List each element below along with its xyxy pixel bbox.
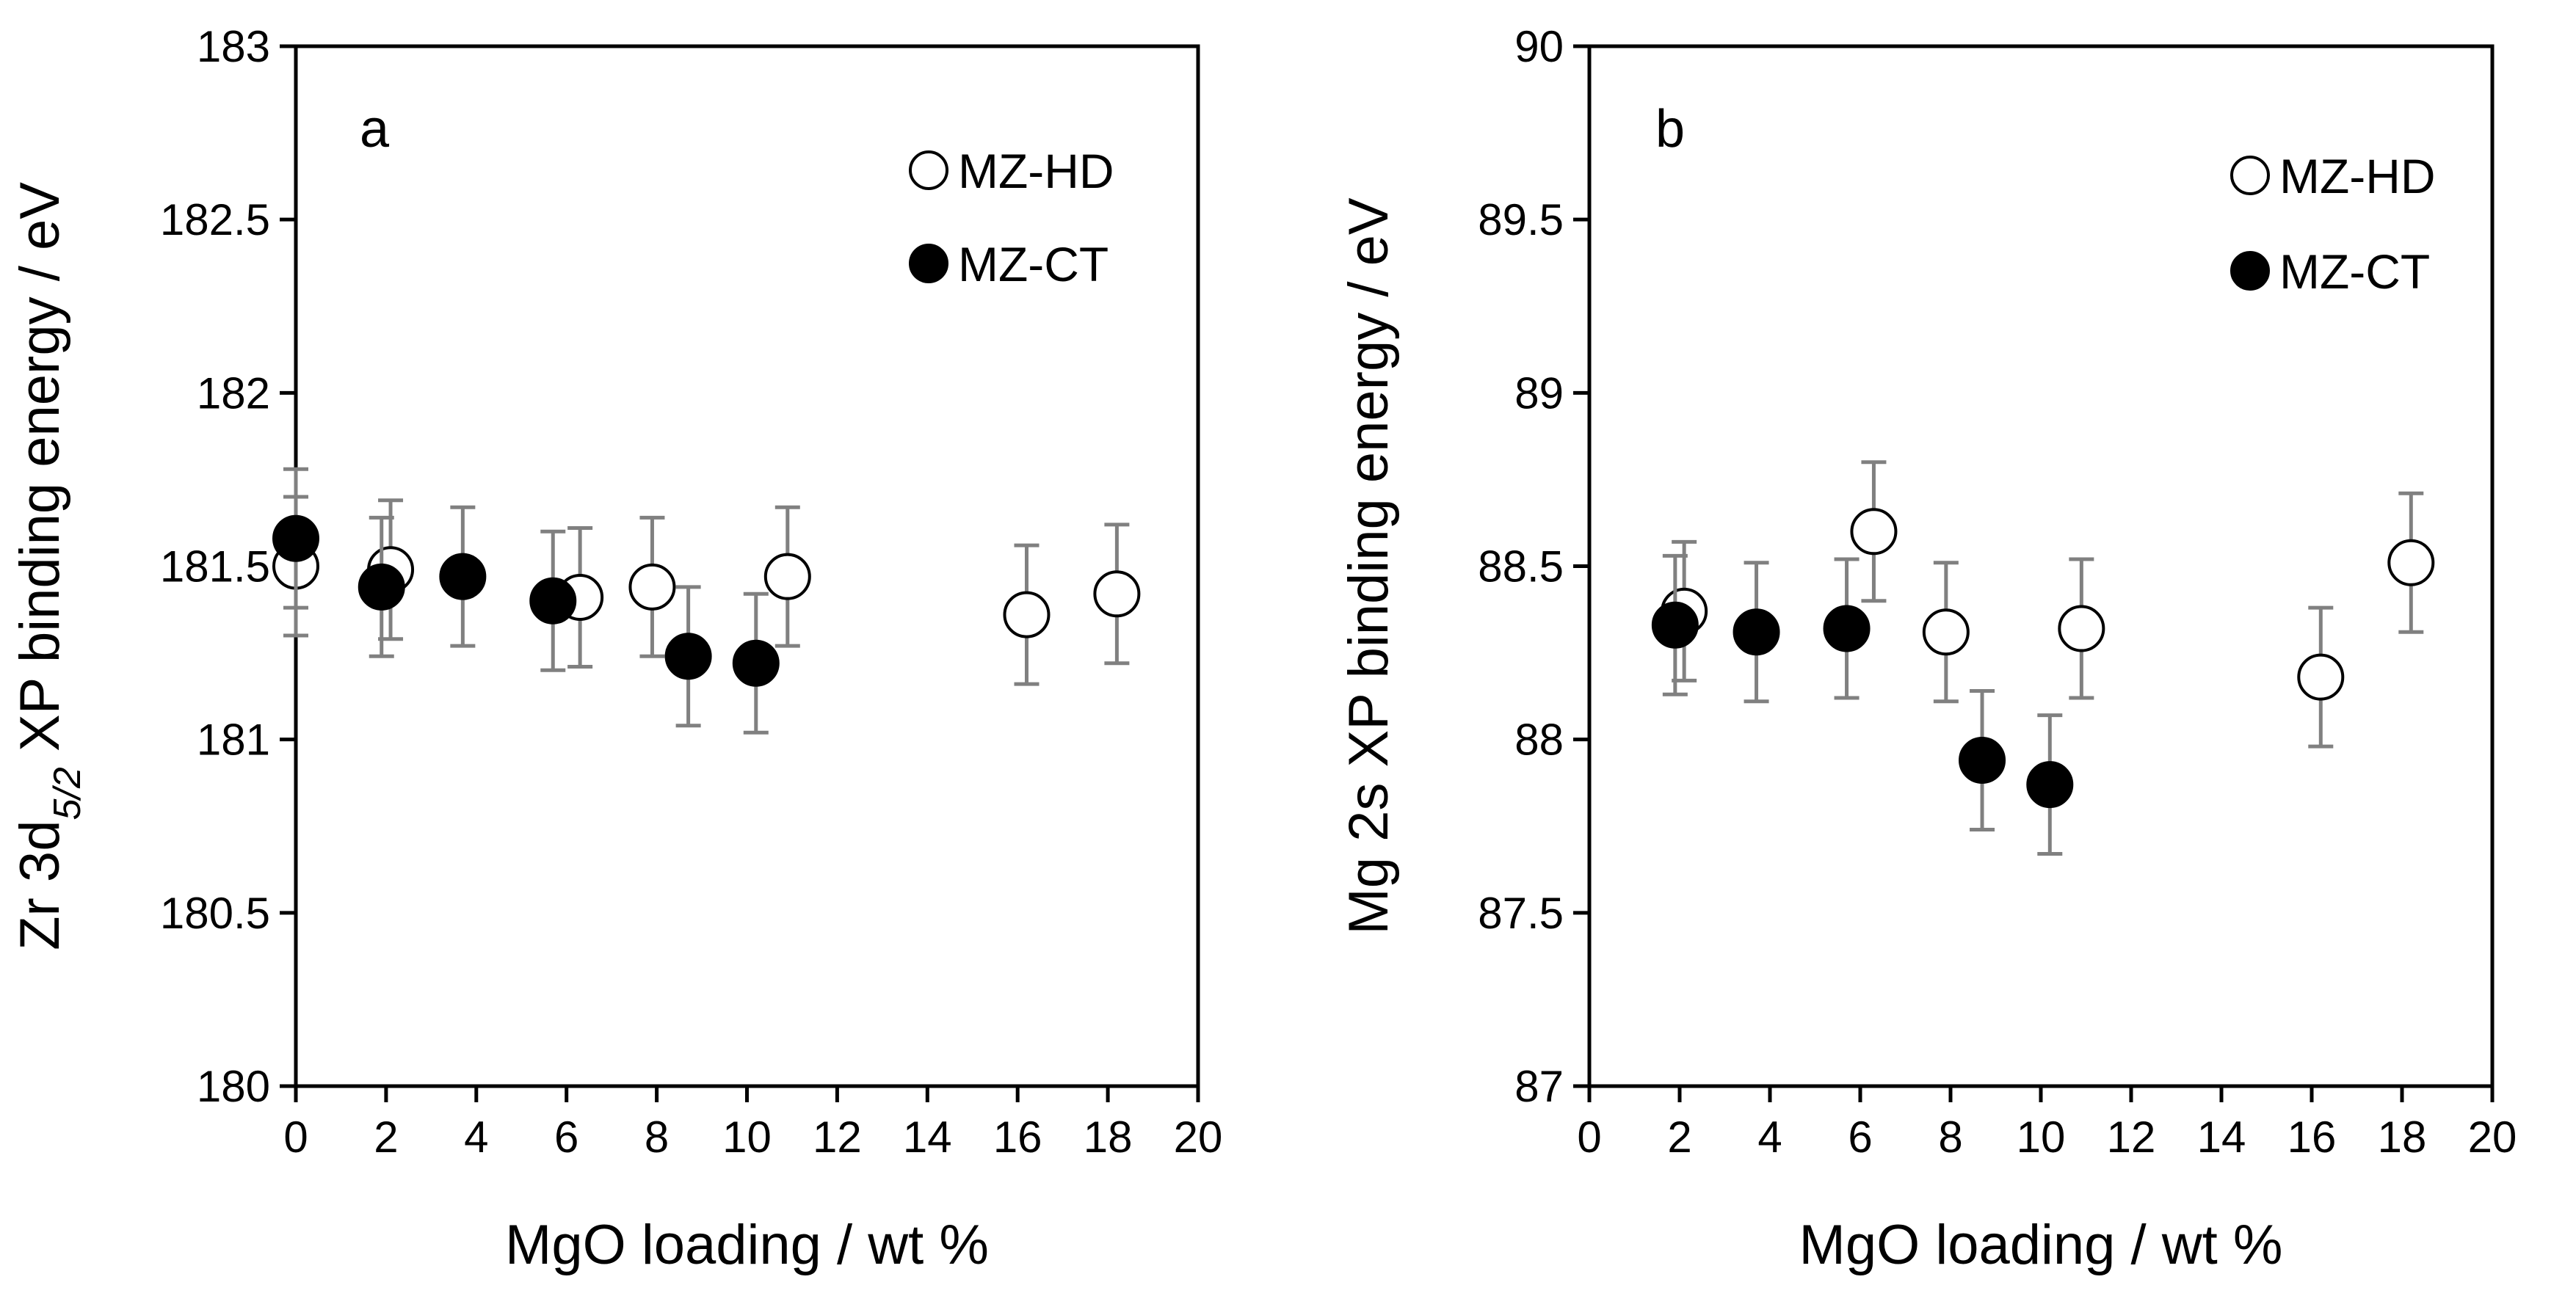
y-tick-label: 181.5 xyxy=(160,542,270,591)
x-tick-label: 18 xyxy=(1084,1113,1133,1162)
x-tick-label: 2 xyxy=(1667,1113,1691,1162)
legend-marker xyxy=(2230,251,2270,291)
legend-label: MZ-CT xyxy=(2279,244,2430,299)
series-mz-ct xyxy=(272,467,780,735)
legend-label: MZ-HD xyxy=(2279,149,2436,203)
x-tick-label: 20 xyxy=(2468,1113,2517,1162)
x-tick-label: 2 xyxy=(374,1113,398,1162)
y-axis-title-prefix: Zr 3d xyxy=(9,820,71,950)
x-tick-label: 14 xyxy=(903,1113,952,1162)
y-tick-label: 90 xyxy=(1514,22,1564,71)
y-tick-label: 87 xyxy=(1514,1062,1564,1111)
y-axis-title-subscript: 5/2 xyxy=(46,767,89,820)
y-tick-label: 181 xyxy=(197,716,270,765)
x-tick-label: 4 xyxy=(1757,1113,1782,1162)
x-axis-title: MgO loading / wt % xyxy=(505,1214,989,1276)
y-axis-title: Zr 3d5/2 XP binding energy / eV xyxy=(9,182,89,950)
y-tick-label: 87.5 xyxy=(1478,889,1564,938)
y-axis-title-suffix: XP binding energy / eV xyxy=(9,182,71,767)
x-tick-label: 16 xyxy=(993,1113,1042,1162)
data-point xyxy=(439,553,487,600)
data-point xyxy=(763,553,811,600)
x-tick-label: 6 xyxy=(554,1113,578,1162)
x-tick-label: 0 xyxy=(1577,1113,1601,1162)
x-tick-label: 18 xyxy=(2378,1113,2427,1162)
panel-label: b xyxy=(1655,100,1685,159)
data-point xyxy=(1003,591,1051,638)
data-point xyxy=(732,639,780,687)
data-point xyxy=(2297,653,2345,701)
data-point xyxy=(664,633,712,680)
data-point xyxy=(1093,570,1141,618)
y-tick-label: 183 xyxy=(197,22,270,71)
y-tick-label: 88.5 xyxy=(1478,542,1564,591)
x-tick-label: 10 xyxy=(722,1113,772,1162)
y-tick-label: 89.5 xyxy=(1478,195,1564,244)
y-tick-label: 180 xyxy=(197,1062,270,1111)
data-point xyxy=(529,577,577,625)
x-tick-label: 8 xyxy=(645,1113,669,1162)
series-mz-hd xyxy=(1661,460,2435,749)
y-tick-label: 89 xyxy=(1514,368,1564,418)
x-tick-label: 8 xyxy=(1938,1113,1962,1162)
data-point xyxy=(358,563,405,611)
panel-a: 0 2 4 6 8 10 12 14 16 18 20 180 180.5 181 181.5 182 182.… xyxy=(9,22,1222,1276)
y-tick-label: 182 xyxy=(197,368,270,418)
data-point xyxy=(1922,608,1970,656)
y-tick-label: 88 xyxy=(1514,716,1564,765)
x-axis-title: MgO loading / wt % xyxy=(1799,1214,2283,1276)
x-tick-label: 16 xyxy=(2287,1113,2337,1162)
x-tick-label: 12 xyxy=(2107,1113,2156,1162)
x-tick-label: 14 xyxy=(2197,1113,2246,1162)
x-tick-label: 10 xyxy=(2017,1113,2066,1162)
y-tick-label: 180.5 xyxy=(160,889,270,938)
legend-marker xyxy=(2230,156,2270,195)
data-point xyxy=(1850,508,1898,556)
series-mz-ct xyxy=(1651,553,2074,856)
legend-marker xyxy=(909,244,948,283)
y-axis-title: Mg 2s XP binding energy / eV xyxy=(1338,197,1400,934)
panel-label: a xyxy=(360,100,390,159)
data-point xyxy=(272,514,319,562)
data-point xyxy=(1959,737,2006,784)
panel-b: 0 2 4 6 8 10 12 14 16 18 20 87 87.5 88 88.5 89 89.5 90 MgO… xyxy=(1338,22,2517,1276)
data-point xyxy=(1733,608,1780,656)
legend-label: MZ-CT xyxy=(958,237,1109,291)
legend-marker xyxy=(909,150,948,190)
data-point xyxy=(2026,761,2074,809)
data-point xyxy=(1823,605,1871,652)
data-point xyxy=(2387,539,2435,586)
x-tick-label: 4 xyxy=(464,1113,488,1162)
data-point xyxy=(1651,601,1699,649)
x-tick-label: 0 xyxy=(283,1113,308,1162)
data-point xyxy=(2058,605,2105,652)
legend-label: MZ-HD xyxy=(958,144,1114,198)
x-tick-label: 6 xyxy=(1848,1113,1872,1162)
x-tick-label: 12 xyxy=(813,1113,862,1162)
y-tick-label: 182.5 xyxy=(160,195,270,244)
data-point xyxy=(628,563,676,611)
x-tick-label: 20 xyxy=(1174,1113,1223,1162)
